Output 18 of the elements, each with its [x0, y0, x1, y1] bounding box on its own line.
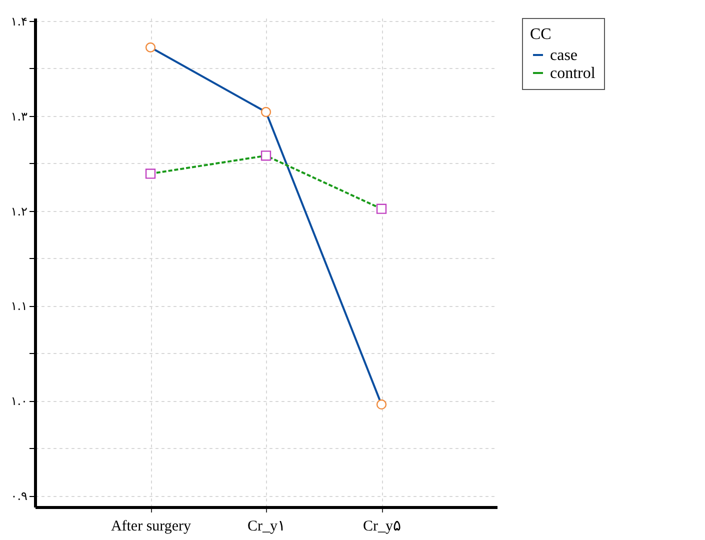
- x-tick-label: Cr_y۵: [363, 518, 401, 534]
- y-tick-label: ۰.۹: [10, 489, 28, 504]
- point: [145, 168, 156, 179]
- y-tick-label: ۱.۰: [10, 394, 28, 408]
- y-tick-label: ۱.۱: [10, 299, 28, 314]
- point: [145, 42, 156, 52]
- legend-label: case: [550, 47, 578, 64]
- point: [260, 150, 272, 161]
- y-tick-label: ۱.۴: [10, 14, 28, 28]
- legend-label: control: [550, 65, 596, 82]
- x-tick-label: After surgery: [110, 518, 192, 534]
- legend-title: CC: [530, 26, 552, 43]
- y-tick-label: ۱.۳: [10, 109, 28, 124]
- point: [376, 399, 387, 410]
- point: [260, 106, 272, 118]
- point: [376, 204, 387, 214]
- x-tick-label: Cr_y۱: [248, 518, 286, 534]
- y-tick-label: ۱.۲: [10, 204, 28, 218]
